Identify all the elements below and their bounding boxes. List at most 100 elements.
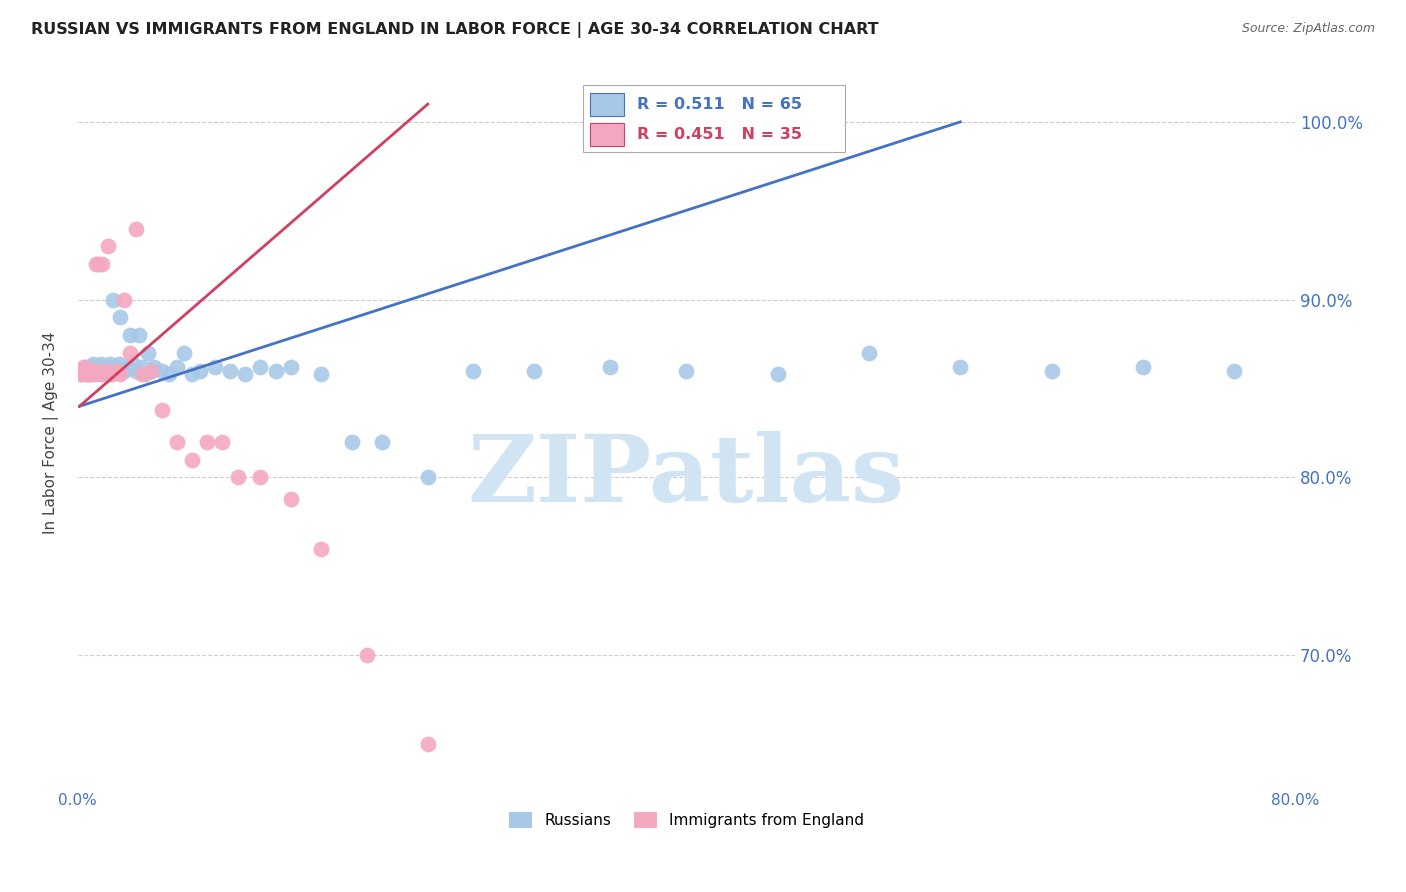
Point <box>77 364 100 378</box>
Point <box>94 364 117 378</box>
Point <box>107 364 129 378</box>
Point <box>110 368 132 382</box>
Point <box>949 360 972 375</box>
Point <box>134 368 156 382</box>
Point <box>249 360 271 375</box>
Point <box>82 357 104 371</box>
Point <box>356 648 378 663</box>
Point <box>311 368 333 382</box>
Point <box>311 541 333 556</box>
Point <box>188 364 211 378</box>
Point <box>125 364 148 378</box>
Point <box>70 368 93 382</box>
Text: R = 0.511   N = 65: R = 0.511 N = 65 <box>637 97 801 112</box>
Text: RUSSIAN VS IMMIGRANTS FROM ENGLAND IN LABOR FORCE | AGE 30-34 CORRELATION CHART: RUSSIAN VS IMMIGRANTS FROM ENGLAND IN LA… <box>31 22 879 38</box>
Point <box>1040 364 1063 378</box>
Point <box>91 360 114 375</box>
Point <box>150 402 173 417</box>
Point <box>110 310 132 325</box>
Point <box>94 368 117 382</box>
Point <box>97 364 120 378</box>
Point <box>80 364 103 378</box>
Point <box>599 360 621 375</box>
Point <box>101 293 124 307</box>
Point <box>90 368 112 382</box>
Point <box>90 357 112 371</box>
Point <box>93 364 115 378</box>
Point <box>82 360 104 375</box>
Point <box>90 368 112 382</box>
Point <box>97 239 120 253</box>
Point <box>91 257 114 271</box>
Text: ZIPatlas: ZIPatlas <box>468 431 905 521</box>
Point <box>139 364 162 378</box>
Point <box>226 470 249 484</box>
Point <box>72 364 94 378</box>
Point <box>195 434 218 449</box>
Point <box>112 293 135 307</box>
FancyBboxPatch shape <box>591 93 624 116</box>
Point <box>219 364 242 378</box>
Point <box>82 368 104 382</box>
Point <box>371 434 394 449</box>
Point <box>463 364 485 378</box>
Point <box>211 434 233 449</box>
Point <box>118 346 141 360</box>
Text: R = 0.451   N = 35: R = 0.451 N = 35 <box>637 127 801 142</box>
Point <box>157 368 180 382</box>
Point <box>118 328 141 343</box>
Point <box>340 434 363 449</box>
FancyBboxPatch shape <box>591 123 624 145</box>
Point <box>79 368 101 382</box>
Point <box>79 368 101 382</box>
Point <box>115 360 138 375</box>
Point <box>125 221 148 235</box>
Point <box>112 364 135 378</box>
Point <box>83 364 105 378</box>
Point <box>181 368 204 382</box>
Point <box>100 368 122 382</box>
Point <box>104 364 127 378</box>
Point <box>523 364 546 378</box>
Point <box>84 257 107 271</box>
Point <box>73 360 96 375</box>
Point <box>72 364 94 378</box>
Point <box>416 470 439 484</box>
FancyBboxPatch shape <box>583 85 845 153</box>
Point <box>98 357 121 371</box>
Point <box>86 360 108 375</box>
Point <box>83 364 105 378</box>
Point <box>280 360 302 375</box>
Point <box>70 368 93 382</box>
Y-axis label: In Labor Force | Age 30-34: In Labor Force | Age 30-34 <box>44 332 59 534</box>
Point <box>181 452 204 467</box>
Point <box>249 470 271 484</box>
Point <box>104 360 127 375</box>
Point <box>233 368 256 382</box>
Point <box>1223 364 1246 378</box>
Point <box>75 364 97 378</box>
Point <box>121 357 143 371</box>
Point <box>131 368 153 382</box>
Point <box>264 364 287 378</box>
Point <box>766 368 789 382</box>
Point <box>86 257 108 271</box>
Point <box>131 360 153 375</box>
Legend: Russians, Immigrants from England: Russians, Immigrants from England <box>503 806 870 834</box>
Point <box>84 368 107 382</box>
Point <box>142 360 165 375</box>
Point <box>166 434 188 449</box>
Point <box>76 368 98 382</box>
Point <box>139 364 162 378</box>
Point <box>108 357 131 371</box>
Point <box>100 368 122 382</box>
Point <box>150 364 173 378</box>
Point <box>96 360 118 375</box>
Point <box>75 368 97 382</box>
Point <box>675 364 697 378</box>
Point <box>80 364 103 378</box>
Point <box>89 364 111 378</box>
Point <box>173 346 195 360</box>
Point <box>73 360 96 375</box>
Point <box>204 360 226 375</box>
